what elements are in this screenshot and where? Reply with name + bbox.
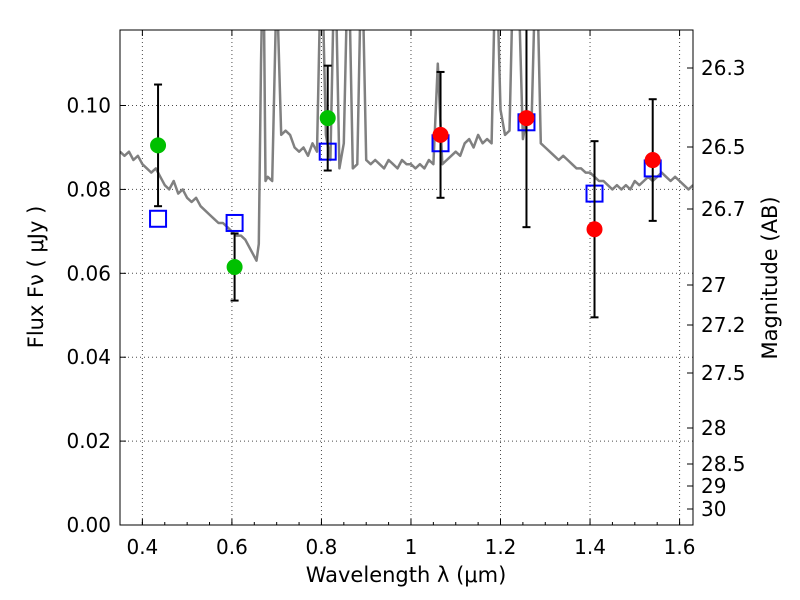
tick-layer: 0.4 0.6 0.8 1 1.2 1.4 1.6 0.00 0.02 0.04 0.06 0.08 0… bbox=[66, 30, 746, 559]
x-tick-label: 0.8 bbox=[306, 535, 338, 559]
y2-tick-label: 27.5 bbox=[701, 361, 746, 385]
y-tick-label: 0.02 bbox=[66, 429, 111, 453]
x-tick-label: 0.4 bbox=[126, 535, 158, 559]
data-layer bbox=[120, 30, 693, 319]
model-photometry-square bbox=[149, 209, 168, 228]
green-flux-point bbox=[319, 110, 336, 127]
x-axis-title: Wavelength λ (μm) bbox=[306, 563, 507, 587]
y-tick-label: 0.10 bbox=[66, 94, 111, 118]
x-tick-label: 1 bbox=[405, 535, 418, 559]
plot-frame bbox=[119, 29, 694, 526]
y2-tick-label: 29 bbox=[701, 474, 726, 498]
red-flux-point bbox=[432, 126, 449, 143]
plot-background bbox=[120, 30, 693, 525]
y-tick-label: 0.00 bbox=[66, 513, 111, 537]
y2-tick-label: 27 bbox=[701, 273, 726, 297]
y-tick-label: 0.04 bbox=[66, 345, 111, 369]
y2-axis-title: Magnitude (AB) bbox=[758, 196, 782, 359]
y2-tick-label: 26.7 bbox=[701, 197, 746, 221]
red-flux-point bbox=[644, 152, 661, 169]
green-flux-point bbox=[226, 259, 243, 276]
x-tick-label: 1.4 bbox=[574, 535, 606, 559]
y-axis-title: Flux Fν ( μJy ) bbox=[24, 206, 48, 349]
x-tick-label: 1.2 bbox=[485, 535, 517, 559]
y-tick-label: 0.08 bbox=[66, 177, 111, 201]
y-tick-label: 0.06 bbox=[66, 261, 111, 285]
grid-layer bbox=[120, 30, 693, 526]
red-flux-point bbox=[518, 110, 535, 127]
y2-tick-label: 26.3 bbox=[701, 56, 746, 80]
model-photometry-square bbox=[225, 213, 244, 232]
x-tick-label: 0.6 bbox=[216, 535, 248, 559]
x-tick-label: 1.6 bbox=[664, 535, 696, 559]
y2-tick-label: 26.5 bbox=[701, 135, 746, 159]
y2-tick-label: 30 bbox=[701, 497, 726, 521]
green-flux-point bbox=[150, 137, 167, 154]
y2-tick-label: 28.5 bbox=[701, 452, 746, 476]
y2-tick-label: 27.2 bbox=[701, 313, 746, 337]
y2-tick-label: 28 bbox=[701, 416, 726, 440]
red-flux-point bbox=[586, 221, 603, 238]
